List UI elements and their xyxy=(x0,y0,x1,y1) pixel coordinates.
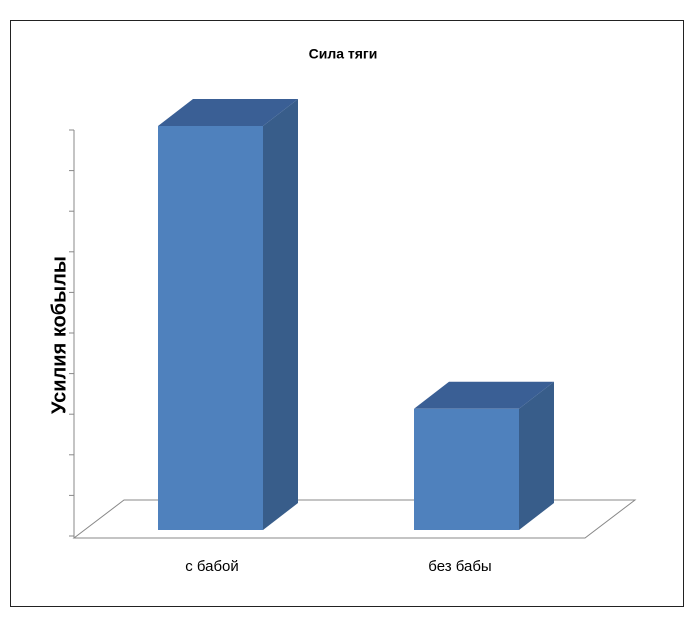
bar xyxy=(158,126,263,530)
y-axis-label: Усилия кобылы xyxy=(48,256,70,414)
bar-side xyxy=(263,99,298,530)
x-tick-label: без бабы xyxy=(428,558,491,575)
bar-top xyxy=(414,381,554,409)
chart-title: Сила тяги xyxy=(309,46,378,62)
bar-side xyxy=(519,381,554,530)
x-tick-label: с бабой xyxy=(185,558,239,575)
floor xyxy=(72,499,637,539)
bar xyxy=(414,408,519,530)
bar-top xyxy=(158,99,298,126)
chart-frame xyxy=(10,20,684,607)
